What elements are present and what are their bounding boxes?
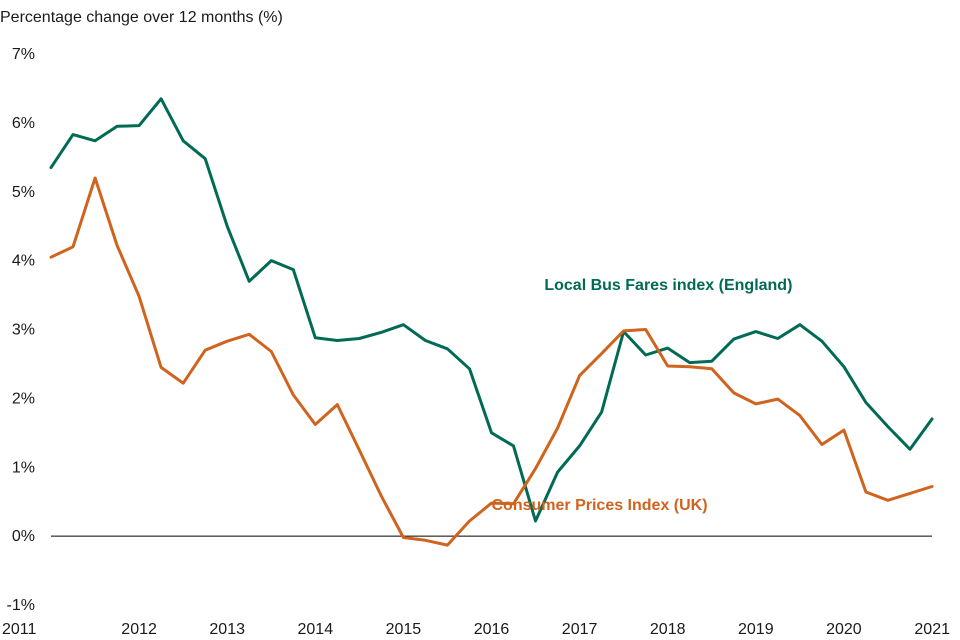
x-tick-label: 2015 <box>386 621 422 638</box>
bus-fares-label: Local Bus Fares index (England) <box>544 277 792 294</box>
y-tick-label: 0% <box>12 528 35 545</box>
cpi-line <box>49 176 934 547</box>
y-axis-title: Percentage change over 12 months (%) <box>0 9 283 26</box>
y-tick-label: 4% <box>12 253 35 270</box>
x-tick-labels: 2011 2012 2013 2014 2015 2016 2017 2018 2019 2020… <box>2 621 950 638</box>
x-tick-label: 2021 <box>914 621 950 638</box>
series-annotations: Local Bus Fares index (England) Consumer … <box>492 277 793 514</box>
y-tick-label: -1% <box>7 597 35 614</box>
x-tick-label: 2018 <box>650 621 686 638</box>
series-lines <box>49 97 934 547</box>
x-tick-label: 2014 <box>298 621 334 638</box>
y-tick-label: 7% <box>12 46 35 63</box>
bus-fares-line <box>49 97 934 523</box>
x-tick-label: 2020 <box>826 621 862 638</box>
x-tick-label: 2013 <box>209 621 245 638</box>
y-tick-label: 6% <box>12 115 35 132</box>
y-tick-labels: -1% 0% 1% 2% 3% 4% 5% 6% 7% <box>7 46 35 614</box>
x-tick-label: 2017 <box>562 621 598 638</box>
y-tick-label: 2% <box>12 390 35 407</box>
x-tick-label: 2012 <box>121 621 157 638</box>
y-tick-label: 3% <box>12 322 35 339</box>
x-tick-label: 2016 <box>474 621 510 638</box>
y-tick-label: 5% <box>12 184 35 201</box>
cpi-label: Consumer Prices Index (UK) <box>492 497 708 514</box>
y-tick-label: 1% <box>12 459 35 476</box>
x-tick-label: 2011 <box>2 621 37 638</box>
x-tick-label: 2019 <box>738 621 774 638</box>
